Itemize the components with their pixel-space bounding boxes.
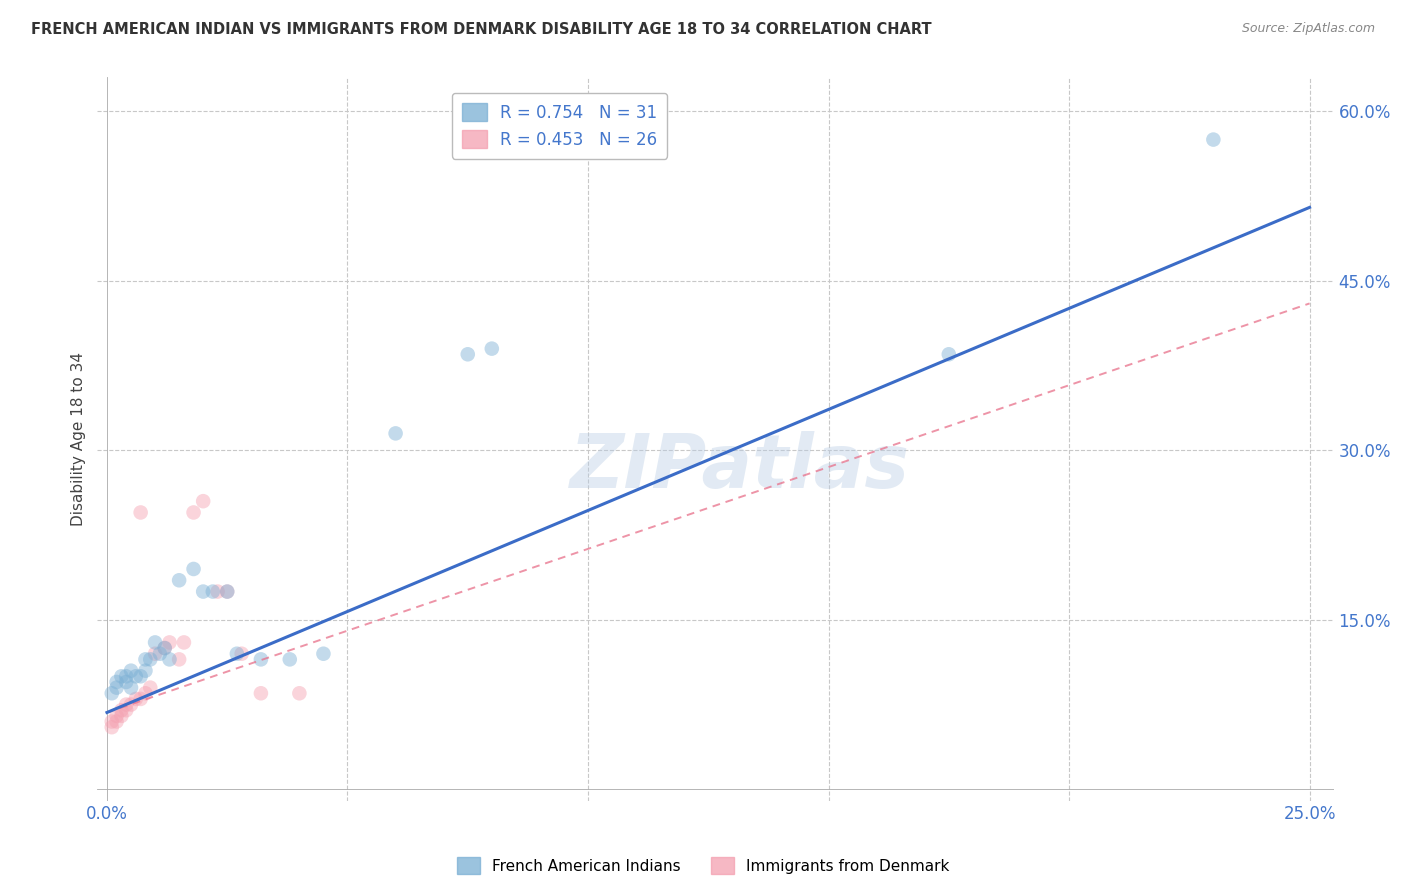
Point [153, 641, 176, 656]
Point [457, 347, 479, 361]
Y-axis label: Disability Age 18 to 34: Disability Age 18 to 34 [72, 352, 86, 526]
Point [217, 584, 239, 599]
Point [143, 647, 166, 661]
Point [134, 686, 156, 700]
Point [207, 584, 229, 599]
Point [115, 675, 138, 690]
Point [101, 714, 124, 729]
Point [125, 692, 148, 706]
Point [125, 669, 148, 683]
Point [134, 664, 156, 678]
Point [110, 669, 132, 683]
Point [129, 692, 152, 706]
Point [225, 647, 247, 661]
Point [193, 584, 215, 599]
Point [149, 647, 172, 661]
Point [193, 494, 215, 508]
Point [250, 686, 273, 700]
Point [938, 347, 960, 361]
Text: ZIPatlas: ZIPatlas [571, 432, 910, 505]
Point [143, 635, 166, 649]
Point [183, 506, 205, 520]
Point [481, 342, 503, 356]
Point [115, 669, 138, 683]
Point [159, 635, 181, 649]
Point [231, 647, 253, 661]
Point [120, 664, 142, 678]
Legend: French American Indians, Immigrants from Denmark: French American Indians, Immigrants from… [450, 851, 956, 880]
Point [1202, 132, 1225, 146]
Point [159, 652, 181, 666]
Point [101, 720, 124, 734]
Point [139, 652, 162, 666]
Point [129, 669, 152, 683]
Point [167, 574, 190, 588]
Point [384, 426, 406, 441]
Point [120, 681, 142, 695]
Point [167, 652, 190, 666]
Point [278, 652, 301, 666]
Point [110, 709, 132, 723]
Point [105, 709, 128, 723]
Point [139, 681, 162, 695]
Point [288, 686, 311, 700]
Legend: R = 0.754   N = 31, R = 0.453   N = 26: R = 0.754 N = 31, R = 0.453 N = 26 [451, 93, 668, 159]
Point [105, 681, 128, 695]
Point [105, 675, 128, 690]
Point [201, 584, 224, 599]
Point [153, 641, 176, 656]
Point [129, 506, 152, 520]
Text: FRENCH AMERICAN INDIAN VS IMMIGRANTS FROM DENMARK DISABILITY AGE 18 TO 34 CORREL: FRENCH AMERICAN INDIAN VS IMMIGRANTS FRO… [31, 22, 932, 37]
Point [250, 652, 273, 666]
Point [115, 703, 138, 717]
Point [173, 635, 195, 649]
Point [217, 584, 239, 599]
Point [183, 562, 205, 576]
Point [101, 686, 124, 700]
Point [120, 698, 142, 712]
Point [134, 652, 156, 666]
Point [105, 714, 128, 729]
Point [115, 698, 138, 712]
Point [312, 647, 335, 661]
Point [110, 703, 132, 717]
Text: Source: ZipAtlas.com: Source: ZipAtlas.com [1241, 22, 1375, 36]
